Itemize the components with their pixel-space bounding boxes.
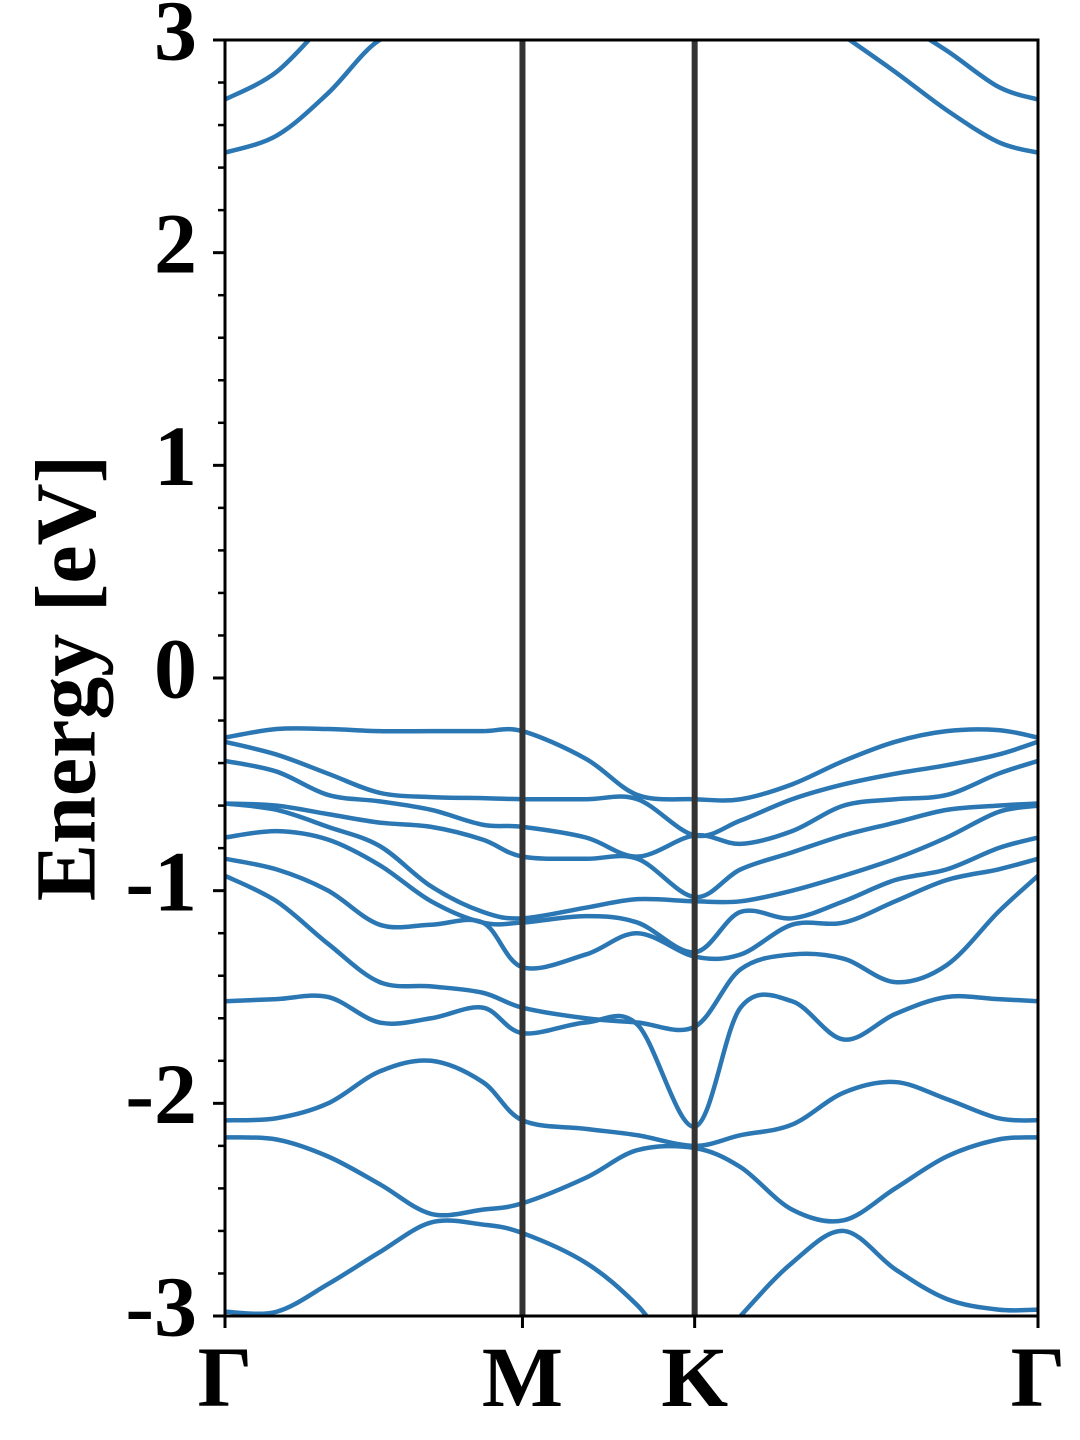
axes: -3 -2 -1 0 1 2 3 Γ M K Γ [125,0,1065,1425]
band-line [925,40,1038,102]
x-tick-label: K [661,1329,728,1425]
x-tick-label: M [482,1329,563,1425]
band-line [225,726,1038,803]
y-tick-label: -3 [125,1259,197,1355]
y-tick-label: 1 [154,408,197,504]
y-tick-label: -2 [125,1046,197,1142]
y-tick-label: 0 [154,621,197,717]
y-tick-label: 2 [154,195,197,291]
axes-frame [223,38,1040,1318]
band-line [225,801,1038,900]
y-tick-label: 3 [154,0,197,79]
band-line [225,40,385,155]
plot-area [225,40,1038,1316]
band-line [225,992,1038,1129]
band-line [225,739,1038,839]
x-tick-label: Γ [198,1329,253,1425]
band-line [225,1135,1038,1224]
band-line [225,1218,1038,1316]
band-line [225,801,1038,921]
band-line [225,758,1038,859]
y-tick-label: -1 [125,833,197,929]
band-line [225,828,1038,955]
band-line [225,1058,1038,1149]
band-line [225,856,1038,971]
band-line [845,40,1038,155]
x-tick-label: Γ [1011,1329,1066,1425]
band-line [225,40,312,102]
y-axis-label: Energy [eV] [18,455,114,902]
